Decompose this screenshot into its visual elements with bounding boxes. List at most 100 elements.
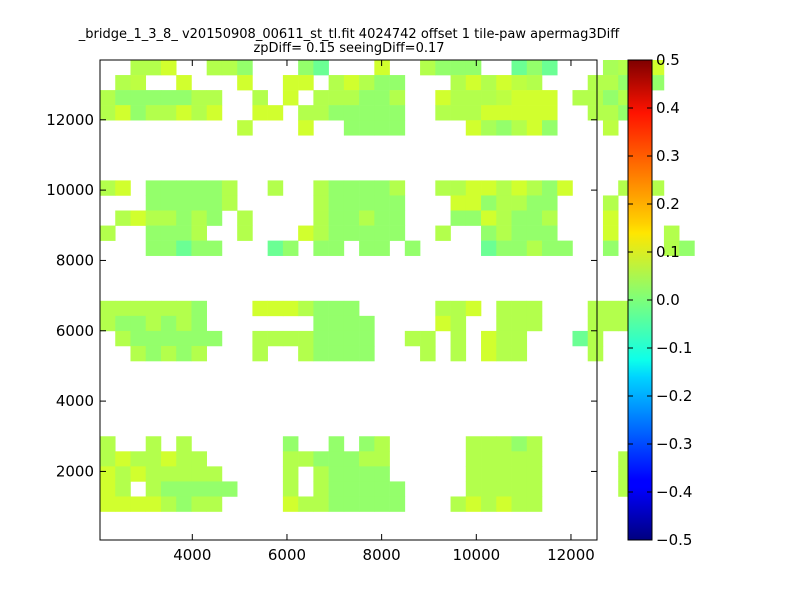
heatmap-cell <box>435 300 451 317</box>
heatmap-cell <box>191 451 207 467</box>
heatmap-cell <box>115 210 131 226</box>
heatmap-cell <box>450 496 467 512</box>
heatmap-cell <box>374 90 390 106</box>
heatmap-cell <box>313 315 329 332</box>
heatmap-cell <box>313 105 329 121</box>
heatmap-cell <box>496 90 512 106</box>
heatmap-cell <box>389 75 406 91</box>
heatmap-cell <box>542 90 558 106</box>
heatmap-cell <box>496 225 512 241</box>
heatmap-cell <box>465 90 482 106</box>
heatmap-cell <box>298 225 314 241</box>
heatmap-cell <box>267 330 284 347</box>
heatmap-cell <box>389 496 406 512</box>
heatmap-cell <box>496 345 512 362</box>
colorbar-tick-label: 0.4 <box>656 99 680 117</box>
heatmap-cell <box>191 315 207 332</box>
heatmap-cell <box>328 300 345 317</box>
heatmap-cell <box>465 75 482 91</box>
heatmap-cell <box>526 180 543 196</box>
heatmap-cell <box>176 451 192 467</box>
heatmap-cell <box>481 90 497 106</box>
heatmap-cell <box>100 225 116 241</box>
heatmap-cell <box>511 210 528 226</box>
heatmap-cell <box>115 451 131 467</box>
heatmap-cell <box>374 451 390 467</box>
heatmap-cell <box>450 75 467 91</box>
heatmap-cell <box>206 180 223 196</box>
heatmap-cell <box>602 225 619 241</box>
heatmap-cell <box>282 496 299 512</box>
heatmap-cell <box>282 300 299 317</box>
heatmap-cell <box>191 180 207 196</box>
heatmap-cell <box>100 436 116 452</box>
heatmap-cell <box>602 60 619 76</box>
heatmap-cell <box>663 225 680 241</box>
heatmap-cell <box>282 451 299 467</box>
heatmap-cell <box>343 180 360 196</box>
heatmap-cell <box>481 180 497 196</box>
heatmap-cell <box>374 225 390 241</box>
heatmap-cell <box>465 300 482 317</box>
heatmap-cell <box>465 120 482 136</box>
heatmap-cell <box>176 105 192 121</box>
heatmap-cell <box>374 120 390 136</box>
heatmap-cell <box>176 75 192 91</box>
colorbar-tick-label: −0.2 <box>656 387 692 405</box>
heatmap-cell <box>206 195 223 211</box>
heatmap-cell <box>465 210 482 226</box>
heatmap-cell <box>450 60 467 76</box>
heatmap-cell <box>282 330 299 347</box>
heatmap-cell <box>328 451 345 467</box>
heatmap-cell <box>328 90 345 106</box>
heatmap-cell <box>191 90 207 106</box>
heatmap-cell <box>313 481 329 497</box>
heatmap-cell <box>511 345 528 362</box>
heatmap-cell <box>206 330 223 347</box>
colorbar-tick-label: 0.5 <box>656 51 680 69</box>
heatmap-cell <box>343 496 360 512</box>
y-tick-label: 6000 <box>56 322 94 340</box>
heatmap-cell <box>130 451 147 467</box>
colorbar-axis: −0.5 −0.4 −0.3 −0.2 −0.1 0.0 0.1 0.2 0.3 0.4 0.5 <box>628 51 692 549</box>
heatmap-cell <box>176 466 192 482</box>
heatmap-cell <box>496 436 512 452</box>
heatmap-cell <box>465 496 482 512</box>
heatmap-cell <box>359 240 375 256</box>
heatmap-cell <box>511 330 528 347</box>
heatmap-cell <box>374 436 390 452</box>
heatmap-cell <box>343 210 360 226</box>
heatmap-cell <box>435 105 451 121</box>
heatmap-cell <box>526 300 543 317</box>
heatmap-cell <box>130 330 147 347</box>
heatmap-cell <box>526 315 543 332</box>
heatmap-cell <box>465 481 482 497</box>
heatmap-cell <box>435 60 451 76</box>
heatmap-cell <box>496 451 512 467</box>
heatmap-cell <box>343 225 360 241</box>
heatmap-cell <box>191 210 207 226</box>
heatmap-cell <box>237 120 253 136</box>
heatmap-cell <box>663 240 680 256</box>
heatmap-cell <box>145 345 162 362</box>
heatmap-cell <box>176 300 192 317</box>
heatmap-cell <box>420 60 436 76</box>
heatmap-cell <box>465 436 482 452</box>
heatmap-cell <box>526 436 543 452</box>
heatmap-cell <box>526 451 543 467</box>
colorbar-tick-label: 0.0 <box>656 291 680 309</box>
heatmap-cell <box>313 60 329 76</box>
heatmap-cell <box>160 105 177 121</box>
heatmap-cell <box>343 75 360 91</box>
x-axis: 4000 6000 8000 10000 12000 <box>173 60 595 564</box>
heatmap-cell <box>176 180 192 196</box>
heatmap-cell <box>176 496 192 512</box>
heatmap-cell <box>542 180 558 196</box>
heatmap-cell <box>359 330 375 347</box>
heatmap-cell <box>496 75 512 91</box>
heatmap-cell <box>145 210 162 226</box>
heatmap-cell <box>435 225 451 241</box>
heatmap-cell <box>313 180 329 196</box>
heatmap-cell <box>359 436 375 452</box>
